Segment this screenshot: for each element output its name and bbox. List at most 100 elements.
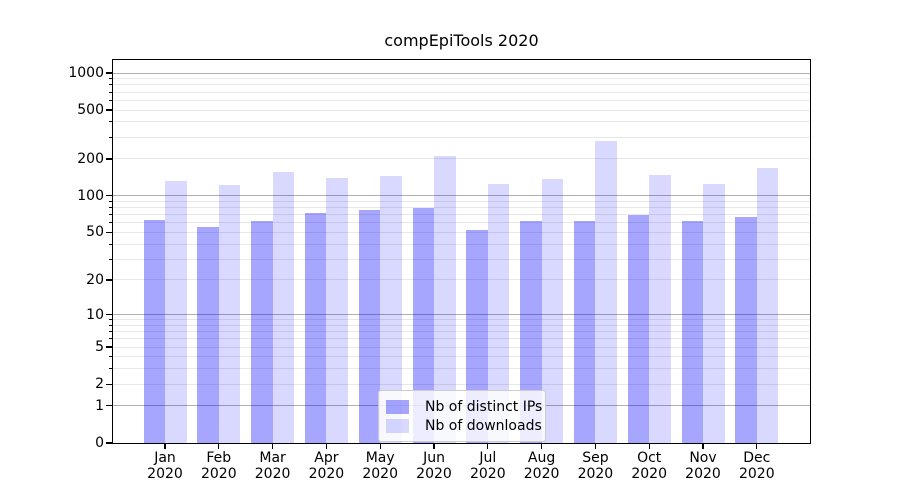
y-minor-tick-mark xyxy=(109,136,112,138)
minor-gridline xyxy=(113,78,810,80)
x-tick-mark xyxy=(164,444,166,449)
y-minor-tick-mark xyxy=(109,338,112,340)
x-tick-mark xyxy=(272,444,274,449)
bar-downloads-apr xyxy=(326,177,348,443)
y-minor-tick-mark xyxy=(109,207,112,209)
bar-downloads-jan xyxy=(165,180,187,443)
y-tick-mark xyxy=(106,383,112,385)
y-minor-tick-mark xyxy=(109,214,112,216)
minor-gridline xyxy=(113,383,810,385)
y-tick-mark xyxy=(106,72,112,74)
major-gridline xyxy=(113,195,810,197)
x-tick-mark xyxy=(702,444,704,449)
y-tick-mark xyxy=(106,442,112,444)
minor-gridline xyxy=(113,356,810,358)
minor-gridline xyxy=(113,91,810,93)
y-minor-tick-mark xyxy=(109,200,112,202)
minor-gridline xyxy=(113,346,810,348)
minor-gridline xyxy=(113,136,810,138)
chart-title: compEpiTools 2020 xyxy=(384,31,539,50)
bar-distinct-ips-jun xyxy=(412,207,434,443)
y-tick-mark xyxy=(106,109,112,111)
y-tick-label: 1000 xyxy=(68,65,104,81)
bar-downloads-may xyxy=(380,176,402,443)
x-tick-label: Nov 2020 xyxy=(685,450,721,482)
bar-distinct-ips-apr xyxy=(304,213,327,443)
minor-gridline xyxy=(113,207,810,209)
y-tick-mark xyxy=(106,158,112,160)
minor-gridline xyxy=(113,121,810,123)
y-tick-label: 500 xyxy=(77,102,104,119)
major-gridline xyxy=(113,72,810,74)
bar-downloads-jun xyxy=(434,156,456,443)
y-tick-mark xyxy=(106,195,112,197)
y-tick-label: 50 xyxy=(86,224,104,241)
minor-gridline xyxy=(113,258,810,260)
x-tick-mark xyxy=(218,444,220,449)
bar-downloads-dec xyxy=(756,168,779,443)
bar-distinct-ips-nov xyxy=(681,221,703,443)
x-tick-label: Aug 2020 xyxy=(523,450,560,482)
x-tick-mark xyxy=(487,444,489,449)
minor-gridline xyxy=(113,84,810,86)
minor-gridline xyxy=(113,338,810,340)
y-minor-tick-mark xyxy=(109,258,112,260)
x-tick-label: Jun 2020 xyxy=(416,450,452,482)
bar-downloads-feb xyxy=(218,184,241,443)
bar-distinct-ips-mar xyxy=(251,221,273,443)
plot-area xyxy=(112,59,811,444)
y-tick-mark xyxy=(106,313,112,316)
legend-item-distinct-ips: Nb of distinct IPs xyxy=(386,397,542,416)
y-tick-mark xyxy=(106,279,112,281)
legend: Nb of distinct IPs Nb of downloads xyxy=(378,390,546,442)
x-tick-label: Oct 2020 xyxy=(631,450,667,482)
x-tick-mark xyxy=(756,444,758,449)
y-minor-tick-mark xyxy=(109,78,112,80)
minor-gridline xyxy=(113,200,810,202)
bar-distinct-ips-dec xyxy=(735,217,757,443)
y-tick-mark xyxy=(106,346,112,348)
minor-gridline xyxy=(113,99,810,101)
minor-gridline xyxy=(113,324,810,326)
legend-item-downloads: Nb of downloads xyxy=(386,416,542,435)
x-tick-label: Dec 2020 xyxy=(738,450,775,482)
x-tick-mark xyxy=(594,444,596,449)
minor-gridline xyxy=(113,231,810,233)
major-gridline xyxy=(113,314,810,316)
y-minor-tick-mark xyxy=(109,356,112,358)
bar-distinct-ips-sep xyxy=(573,221,596,443)
y-minor-tick-mark xyxy=(109,243,112,245)
minor-gridline xyxy=(113,319,810,321)
minor-gridline xyxy=(113,222,810,224)
minor-gridline xyxy=(113,109,810,111)
x-tick-label: Jan 2020 xyxy=(147,450,183,482)
minor-gridline xyxy=(113,368,810,370)
y-minor-tick-mark xyxy=(109,91,112,93)
bar-downloads-nov xyxy=(703,183,725,443)
y-tick-label: 10 xyxy=(86,306,104,323)
y-minor-tick-mark xyxy=(109,331,112,333)
y-minor-tick-mark xyxy=(109,99,112,101)
legend-swatch-downloads xyxy=(386,418,409,433)
minor-gridline xyxy=(113,158,810,160)
bar-downloads-mar xyxy=(272,171,295,443)
y-minor-tick-mark xyxy=(109,319,112,321)
minor-gridline xyxy=(113,331,810,333)
y-minor-tick-mark xyxy=(109,84,112,86)
x-tick-label: Jul 2020 xyxy=(469,450,506,482)
bar-distinct-ips-oct xyxy=(627,214,650,443)
minor-gridline xyxy=(113,214,810,216)
x-tick-label: May 2020 xyxy=(362,450,398,482)
legend-swatch-distinct-ips xyxy=(386,399,409,414)
x-tick-mark xyxy=(325,444,327,449)
y-minor-tick-mark xyxy=(109,368,112,370)
x-tick-mark xyxy=(648,444,650,449)
y-minor-tick-mark xyxy=(109,324,112,326)
y-minor-tick-mark xyxy=(109,222,112,224)
bar-distinct-ips-may xyxy=(358,210,381,443)
y-tick-label: 2 xyxy=(95,376,104,393)
bar-downloads-sep xyxy=(595,141,617,443)
y-tick-label: 1 xyxy=(95,397,104,414)
minor-gridline xyxy=(113,279,810,281)
